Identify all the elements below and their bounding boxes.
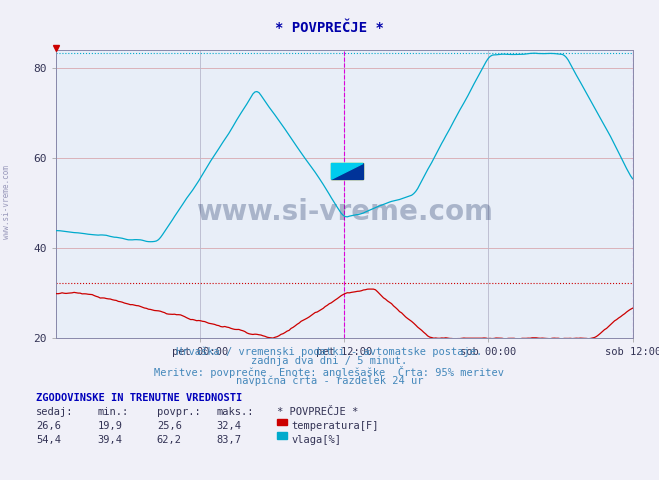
Text: povpr.:: povpr.: (157, 407, 200, 417)
Text: sedaj:: sedaj: (36, 407, 74, 417)
Text: temperatura[F]: temperatura[F] (291, 421, 379, 432)
Text: ZGODOVINSKE IN TRENUTNE VREDNOSTI: ZGODOVINSKE IN TRENUTNE VREDNOSTI (36, 393, 243, 403)
Text: 26,6: 26,6 (36, 421, 61, 432)
Text: maks.:: maks.: (216, 407, 254, 417)
Text: vlaga[%]: vlaga[%] (291, 435, 341, 445)
Text: zadnja dva dni / 5 minut.: zadnja dva dni / 5 minut. (251, 356, 408, 366)
Text: 19,9: 19,9 (98, 421, 123, 432)
Text: navpična črta - razdelek 24 ur: navpična črta - razdelek 24 ur (236, 375, 423, 386)
Text: 62,2: 62,2 (157, 435, 182, 445)
Text: Hrvaška / vremenski podatki - avtomatske postaje.: Hrvaška / vremenski podatki - avtomatske… (177, 347, 482, 357)
Text: Meritve: povprečne  Enote: anglešaške  Črta: 95% meritev: Meritve: povprečne Enote: anglešaške Črt… (154, 366, 505, 378)
Text: min.:: min.: (98, 407, 129, 417)
Text: www.si-vreme.com: www.si-vreme.com (2, 165, 11, 239)
Text: 32,4: 32,4 (216, 421, 241, 432)
Text: 39,4: 39,4 (98, 435, 123, 445)
Polygon shape (331, 164, 363, 179)
Text: 54,4: 54,4 (36, 435, 61, 445)
Text: * POVPREČJE *: * POVPREČJE * (277, 407, 358, 417)
Polygon shape (331, 164, 363, 179)
Text: 25,6: 25,6 (157, 421, 182, 432)
Text: * POVPREČJE *: * POVPREČJE * (275, 21, 384, 35)
Text: 83,7: 83,7 (216, 435, 241, 445)
Bar (331, 163, 363, 179)
Text: www.si-vreme.com: www.si-vreme.com (196, 198, 493, 226)
